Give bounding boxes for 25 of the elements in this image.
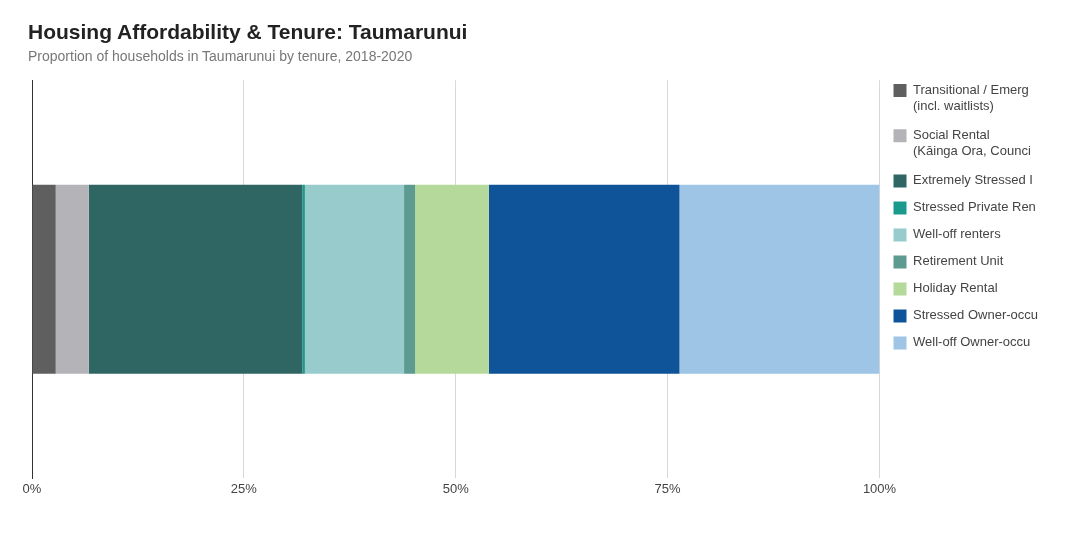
chart-subtitle: Proportion of households in Taumarunui by tenure, 2018-2020 xyxy=(27,48,414,66)
legend-label: Well-off renters xyxy=(913,226,1002,242)
bar xyxy=(88,184,303,374)
bar xyxy=(679,184,880,374)
bar xyxy=(488,184,680,374)
legend-label: Transitional / Emerg (incl. waitlists) xyxy=(913,82,1029,113)
x-tick-label: 100% xyxy=(862,480,897,496)
bar xyxy=(55,184,89,374)
legend-label: Retirement Unit xyxy=(913,253,1004,269)
legend-label: Well-off Owner-occu xyxy=(913,334,1031,350)
bar xyxy=(415,184,489,374)
x-tick-label: 75% xyxy=(654,480,682,496)
chart-title: Housing Affordability & Tenure: Taumarunui xyxy=(27,19,469,45)
bar xyxy=(302,184,305,374)
bar xyxy=(404,184,416,374)
x-tick-label: 0% xyxy=(22,480,42,496)
legend-label: Extremely Stressed I xyxy=(913,172,1033,188)
bar xyxy=(32,184,56,374)
legend-label: Stressed Owner-occu xyxy=(913,307,1039,323)
bar xyxy=(304,184,405,374)
x-tick-label: 50% xyxy=(442,480,470,496)
legend-label: Holiday Rental xyxy=(913,280,998,296)
legend-label: Social Rental (Kāinga Ora, Counci xyxy=(913,127,1031,158)
legend-label: Stressed Private Ren xyxy=(913,199,1036,215)
x-tick-label: 25% xyxy=(230,480,258,496)
